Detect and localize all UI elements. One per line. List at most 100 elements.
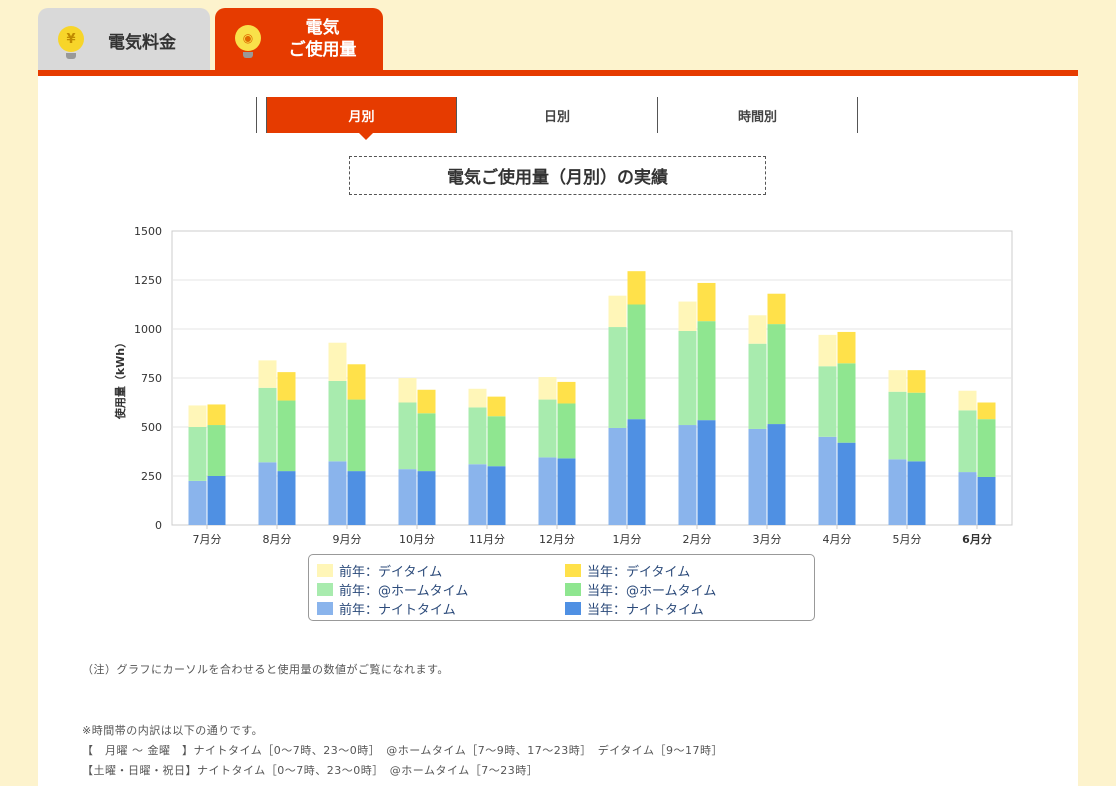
bar-prev-night xyxy=(888,459,907,525)
chart-title: 電気ご使用量（月別）の実績 xyxy=(349,156,766,195)
bar-prev-home xyxy=(328,380,347,462)
y-tick-label: 0 xyxy=(155,519,162,532)
bar-prev-day xyxy=(888,370,907,392)
legend-item-cur-night[interactable]: 当年：ナイトタイム xyxy=(565,599,704,618)
subtab-daily[interactable]: 日別 xyxy=(456,97,657,133)
bar-cur-night xyxy=(487,466,506,525)
bar-cur-home xyxy=(907,392,926,462)
bar-prev-day xyxy=(398,378,417,403)
bar-cur-home xyxy=(277,400,296,472)
bar-cur-day xyxy=(557,381,576,404)
bar-prev-home xyxy=(398,402,417,470)
bar-prev-night xyxy=(958,472,977,525)
bar-prev-night xyxy=(678,425,697,525)
legend-item-prev-night[interactable]: 前年：ナイトタイム xyxy=(317,599,456,618)
bar-prev-day xyxy=(958,390,977,411)
bar-cur-night xyxy=(417,471,436,525)
y-tick-label: 750 xyxy=(141,372,162,385)
tab-electricity-bill-label: 電気料金 xyxy=(108,33,176,53)
bar-prev-night xyxy=(398,469,417,525)
y-tick-label: 1500 xyxy=(134,225,162,238)
bar-prev-night xyxy=(258,462,277,525)
period-subtabs: 月別 日別 時間別 xyxy=(256,97,859,140)
bar-cur-day xyxy=(277,372,296,401)
y-tick-label: 1000 xyxy=(134,323,162,336)
bar-prev-day xyxy=(678,301,697,331)
bar-cur-day xyxy=(907,370,926,393)
tab-electricity-bill[interactable]: ¥ 電気料金 xyxy=(38,8,210,70)
bar-prev-day xyxy=(818,334,837,367)
subtab-monthly[interactable]: 月別 xyxy=(266,97,456,140)
bar-prev-home xyxy=(608,327,627,428)
y-axis-label: 使用量（kWh） xyxy=(113,337,127,420)
lightbulb-icon: ◉ xyxy=(235,25,261,58)
bar-prev-home xyxy=(258,387,277,463)
x-tick-label: 8月分 xyxy=(263,533,292,546)
bar-cur-night xyxy=(347,471,366,525)
tab-underline xyxy=(38,70,1078,76)
y-tick-label: 250 xyxy=(141,470,162,483)
bar-cur-day xyxy=(837,331,856,364)
bar-prev-home xyxy=(748,343,767,429)
y-tick-label: 1250 xyxy=(134,274,162,287)
bar-prev-day xyxy=(538,377,557,400)
bar-cur-night xyxy=(697,420,716,525)
bar-prev-home xyxy=(468,407,487,465)
bar-prev-day xyxy=(468,388,487,408)
legend-item-cur-day[interactable]: 当年：デイタイム xyxy=(565,561,690,580)
bar-prev-home xyxy=(888,391,907,460)
tab-electricity-usage-label: 電気 ご使用量 xyxy=(288,18,357,60)
x-tick-label: 6月分 xyxy=(962,532,992,546)
legend-swatch xyxy=(317,602,333,615)
subtab-hourly[interactable]: 時間別 xyxy=(657,97,858,133)
bar-prev-home xyxy=(188,427,207,481)
bar-cur-night xyxy=(837,442,856,525)
bar-prev-day xyxy=(188,405,207,427)
bar-prev-home xyxy=(678,330,697,426)
x-tick-label: 12月分 xyxy=(539,533,575,546)
bar-cur-home xyxy=(347,399,366,472)
bar-cur-night xyxy=(277,471,296,525)
bar-cur-night xyxy=(207,476,226,525)
timezone-weekday: 【 月曜 ～ 金曜 】ナイトタイム［0～7時、23～0時］ @ホームタイム［7～… xyxy=(82,744,724,757)
bar-prev-day xyxy=(258,360,277,388)
legend-swatch xyxy=(317,583,333,596)
bar-cur-day xyxy=(347,364,366,400)
legend-swatch xyxy=(565,583,581,596)
bar-cur-night xyxy=(557,458,576,525)
bar-cur-home xyxy=(977,419,996,477)
bar-cur-home xyxy=(697,321,716,421)
chart-legend: 前年：デイタイム 当年：デイタイム 前年：@ホームタイム 当年：@ホームタイム … xyxy=(308,554,815,621)
bar-prev-home xyxy=(538,399,557,458)
x-tick-label: 2月分 xyxy=(683,533,712,546)
bar-cur-day xyxy=(627,271,646,305)
bar-prev-night xyxy=(538,457,557,525)
usage-bar-chart[interactable]: 0 250 500 750 1000 1250 1500 使用量（kWh） 7月分 8月分 9月分 1… xyxy=(100,215,1030,550)
tab-electricity-usage[interactable]: ◉ 電気 ご使用量 xyxy=(215,8,383,70)
legend-swatch xyxy=(565,602,581,615)
bar-prev-night xyxy=(468,464,487,525)
bar-prev-night xyxy=(328,461,347,525)
bar-cur-home xyxy=(487,416,506,467)
bar-cur-day xyxy=(417,389,436,414)
bar-cur-night xyxy=(627,419,646,525)
bar-cur-night xyxy=(767,424,786,525)
x-tick-label: 10月分 xyxy=(399,533,435,546)
legend-item-cur-home[interactable]: 当年：@ホームタイム xyxy=(565,580,716,599)
x-tick-label: 5月分 xyxy=(893,533,922,546)
x-tick-label: 1月分 xyxy=(613,533,642,546)
legend-swatch xyxy=(565,564,581,577)
x-tick-label: 7月分 xyxy=(193,533,222,546)
y-tick-label: 500 xyxy=(141,421,162,434)
bar-cur-home xyxy=(837,363,856,443)
subtab-divider xyxy=(256,97,266,133)
timezone-intro: ※時間帯の内訳は以下の通りです。 xyxy=(82,724,264,737)
legend-swatch xyxy=(317,564,333,577)
bar-cur-day xyxy=(977,402,996,420)
legend-item-prev-day[interactable]: 前年：デイタイム xyxy=(317,561,442,580)
x-tick-label: 4月分 xyxy=(823,533,852,546)
bar-prev-home xyxy=(818,366,837,437)
bar-prev-day xyxy=(748,315,767,344)
bar-cur-day xyxy=(697,282,716,322)
legend-item-prev-home[interactable]: 前年：@ホームタイム xyxy=(317,580,468,599)
